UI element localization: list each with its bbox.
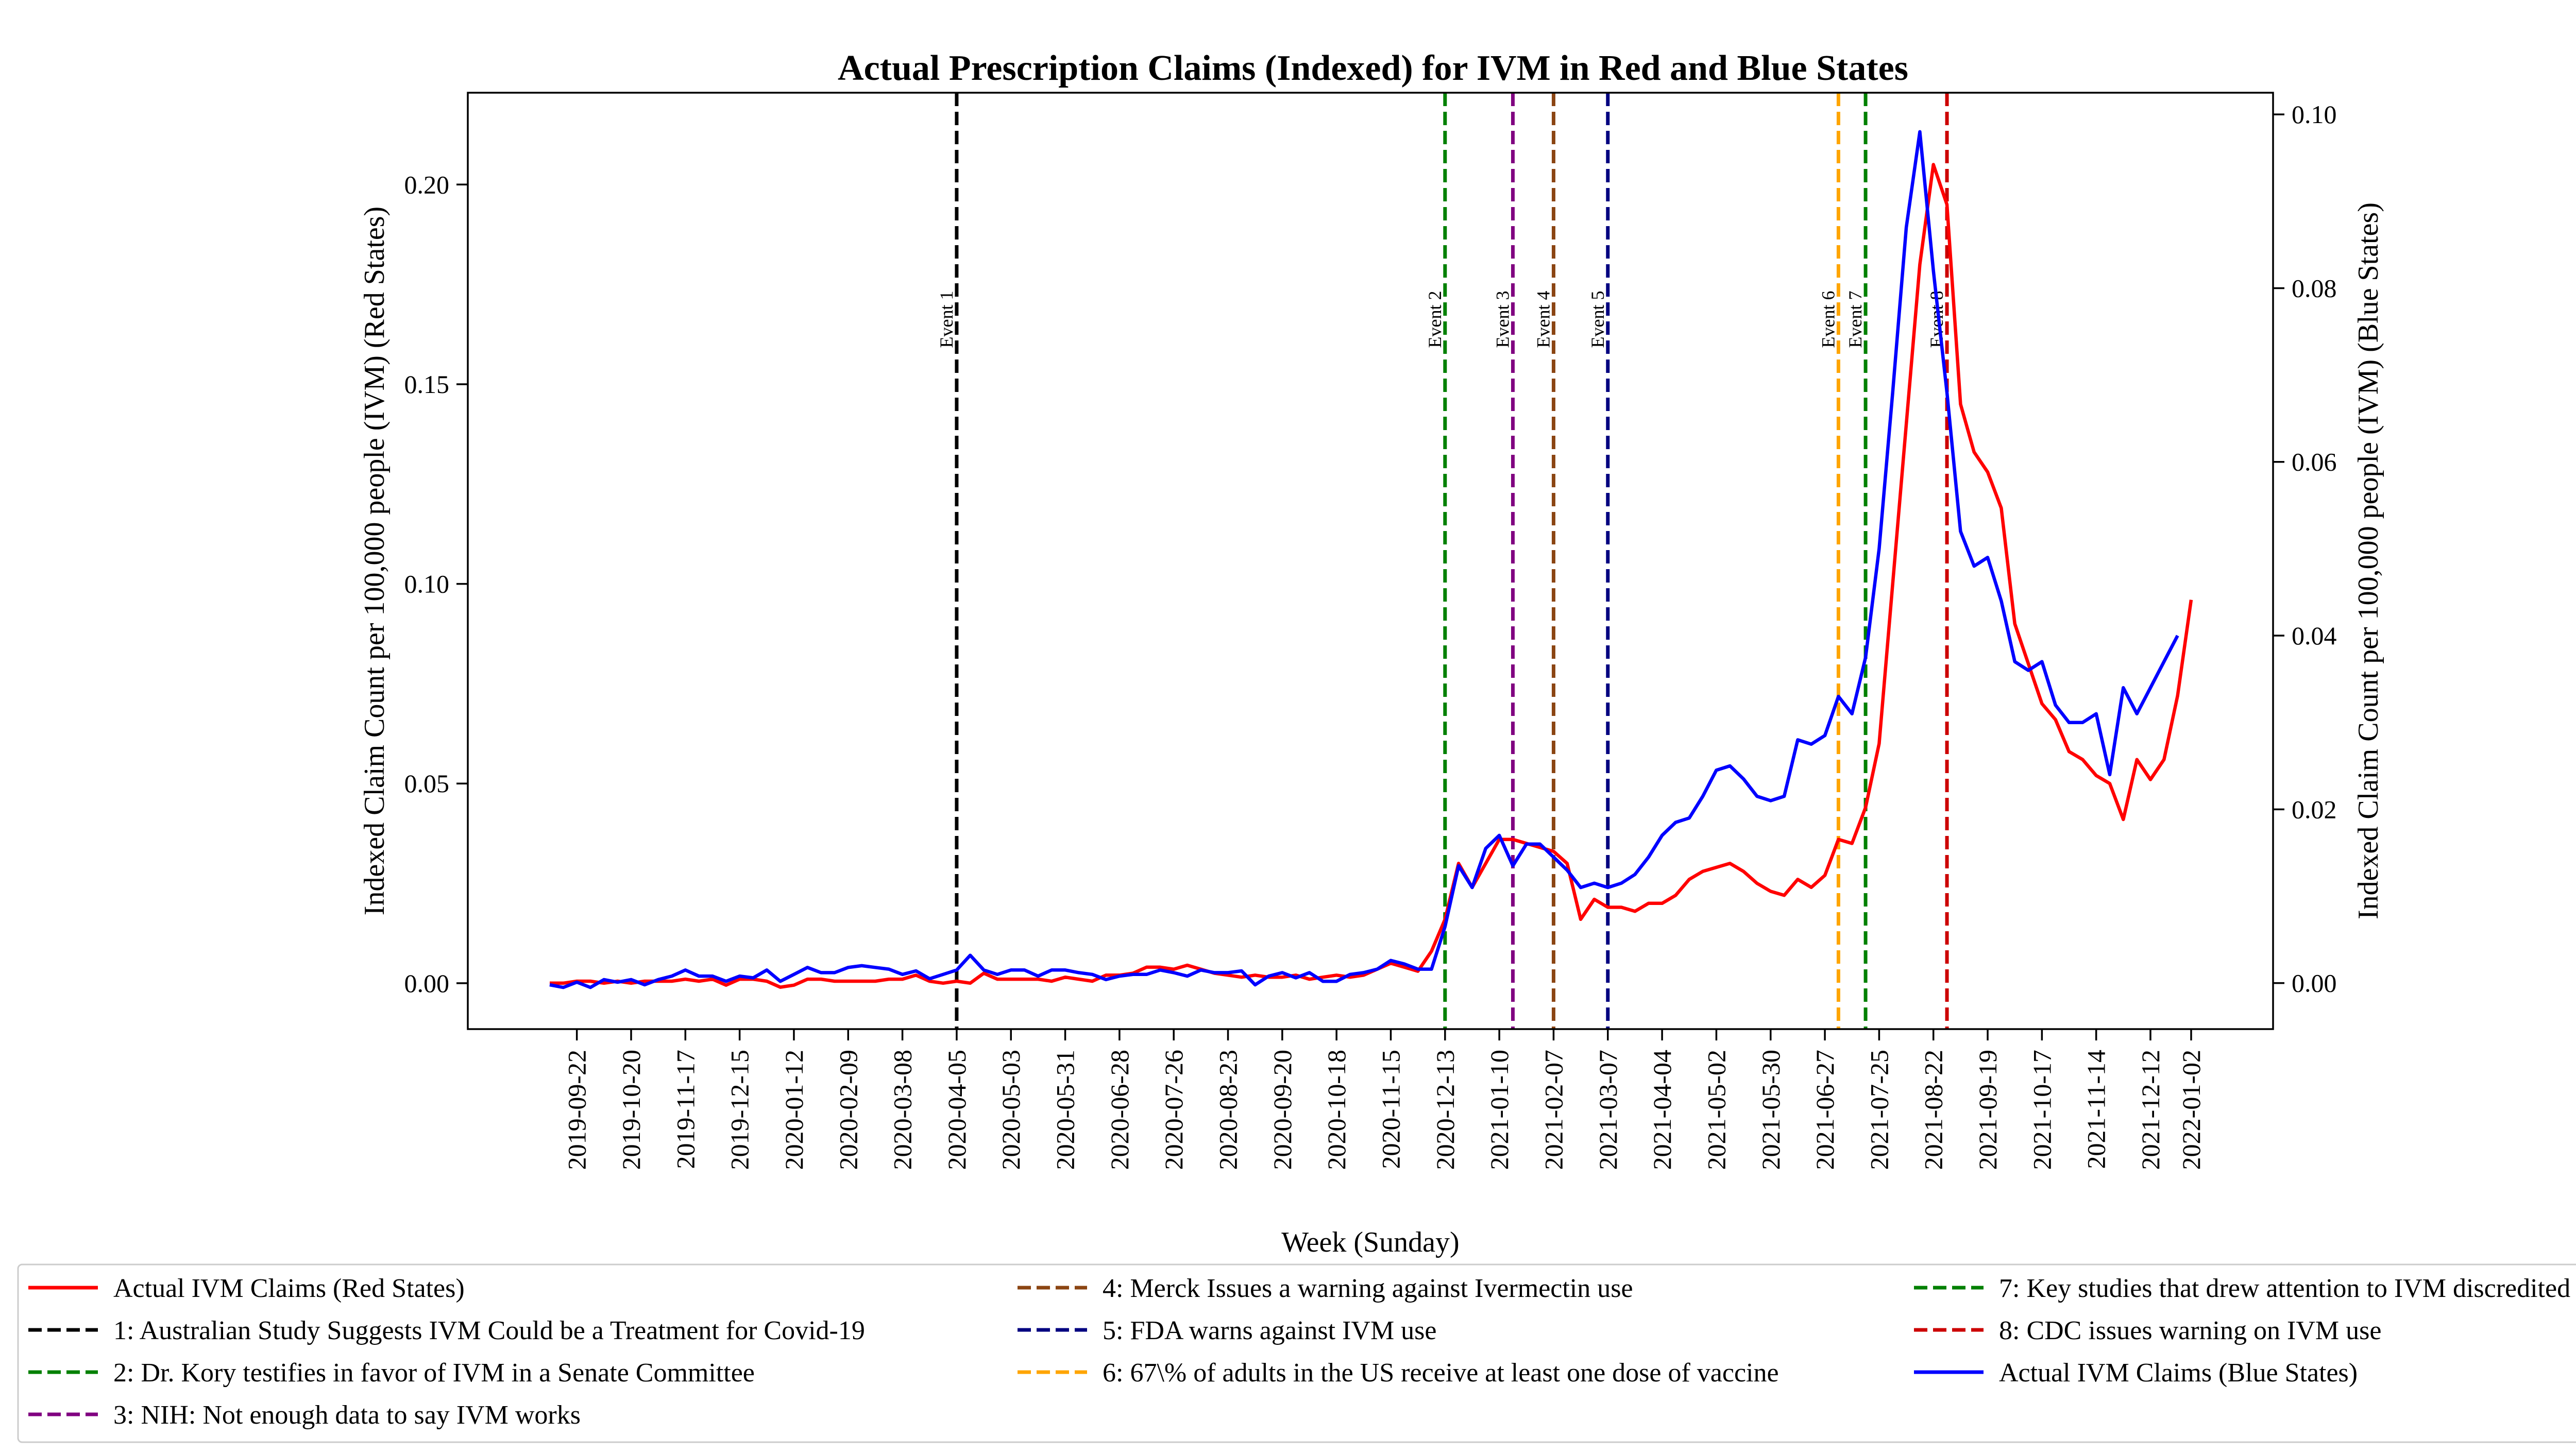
event-label: Event 4 [1533,291,1553,348]
series-line-red-states [550,163,2193,989]
x-tick-label: 2020-05-31 [1051,1050,1080,1170]
x-tick-label: 2020-08-23 [1214,1050,1243,1170]
legend-label: 7: Key studies that drew attention to IV… [1999,1274,2570,1303]
x-tick-label: 2020-03-08 [888,1050,917,1170]
legend-label: Actual IVM Claims (Red States) [113,1274,465,1303]
event-label: Event 2 [1425,291,1445,348]
x-tick-label: 2021-11-14 [2082,1050,2111,1169]
x-tick-label: 2021-04-04 [1648,1050,1676,1170]
y-axis-left-title: Indexed Claim Count per 100,000 people (… [359,207,391,915]
x-tick-label: 2019-10-20 [617,1050,646,1170]
x-tick-label: 2021-06-27 [1810,1050,1839,1170]
y-right-tick-label: 0.00 [2292,969,2337,998]
x-tick-label: 2021-02-07 [1539,1050,1568,1170]
event-label: Event 3 [1492,291,1513,348]
y-right-tick-label: 0.04 [2292,621,2337,650]
y-left-tick-label: 0.20 [404,170,450,199]
plot-area: Event 1 Event 2 Event 3 Event 4 Event 5 Event… [404,92,2337,1170]
event-label: Event 6 [1818,291,1838,348]
legend-label: 2: Dr. Kory testifies in favor of IVM in… [113,1358,755,1388]
legend-label: 6: 67\% of adults in the US receive at l… [1103,1358,1779,1388]
x-tick-label: 2019-11-17 [671,1050,700,1169]
x-tick-label: 2020-02-09 [834,1050,862,1170]
x-tick-label: 2021-05-30 [1756,1050,1785,1170]
x-tick-label: 2020-10-18 [1322,1050,1351,1170]
x-tick-label: 2021-10-17 [2027,1050,2056,1170]
x-tick-label: 2020-01-12 [779,1050,808,1170]
x-tick-label: 2022-01-02 [2177,1050,2206,1170]
x-tick-label: 2020-05-03 [996,1050,1025,1170]
y-right-tick-label: 0.02 [2292,795,2337,824]
y-right-tick-label: 0.08 [2292,273,2337,302]
x-tick-label: 2020-09-20 [1268,1050,1297,1170]
y-left-tick-label: 0.15 [404,370,450,399]
x-tick-label: 2020-06-28 [1105,1050,1134,1170]
x-tick-label: 2021-08-22 [1919,1050,1948,1170]
series-line-blue-states [549,130,2179,989]
x-tick-label: 2019-09-22 [563,1050,591,1170]
legend-label: 3: NIH: Not enough data to say IVM works [113,1400,581,1430]
x-axis-title: Week (Sunday) [1281,1226,1459,1258]
y-right-tick-label: 0.10 [2292,100,2337,129]
legend-label: 5: FDA warns against IVM use [1103,1316,1437,1345]
x-tick-label: 2020-04-05 [942,1050,971,1170]
x-tick-label: 2020-07-26 [1159,1050,1188,1170]
legend-label: 4: Merck Issues a warning against Iverme… [1103,1274,1633,1303]
x-tick-label: 2020-12-13 [1431,1050,1460,1170]
legend-box [17,1263,2576,1443]
x-tick-label: 2021-07-25 [1865,1050,1893,1170]
x-tick-label: 2021-03-07 [1594,1050,1622,1170]
y-left-tick-label: 0.10 [404,570,450,599]
y-axis-right-title: Indexed Claim Count per 100,000 people (… [2352,202,2384,919]
event-label: Event 7 [1845,291,1866,348]
x-tick-label: 2021-05-02 [1702,1050,1731,1170]
plot-frame [467,92,2274,1030]
x-tick-label: 2021-09-19 [1973,1050,2002,1170]
x-tick-label: 2020-11-15 [1376,1050,1405,1169]
x-tick-label: 2021-01-10 [1485,1050,1514,1170]
x-tick-label: 2021-12-12 [2136,1050,2165,1170]
event-label: Event 5 [1587,291,1608,348]
legend-label: 8: CDC issues warning on IVM use [1999,1316,2381,1345]
y-right-tick-label: 0.06 [2292,448,2337,476]
event-label: Event 1 [936,291,957,348]
legend-label: Actual IVM Claims (Blue States) [1999,1358,2358,1388]
legend-label: 1: Australian Study Suggests IVM Could b… [113,1316,865,1345]
chart-title: Actual Prescription Claims (Indexed) for… [838,48,1908,88]
y-left-tick-label: 0.05 [404,769,450,798]
legend: Actual IVM Claims (Red States) 1: Austral… [17,1263,2576,1443]
x-tick-label: 2019-12-15 [725,1050,754,1170]
y-left-tick-label: 0.00 [404,969,450,998]
